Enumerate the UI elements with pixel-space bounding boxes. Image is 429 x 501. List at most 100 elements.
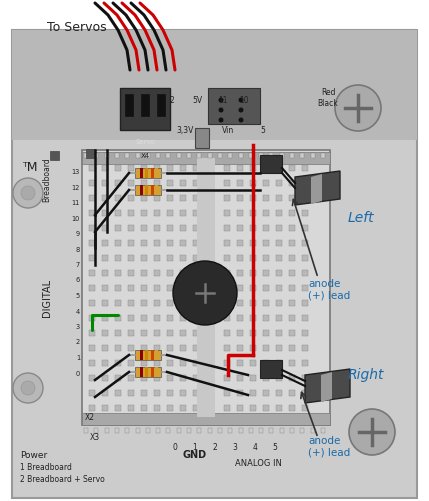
Bar (128, 375, 134, 381)
Circle shape (13, 373, 43, 403)
Bar (276, 165, 282, 171)
Circle shape (349, 409, 395, 455)
Bar (86, 149, 95, 158)
Bar (237, 345, 243, 351)
Bar (102, 195, 108, 201)
Bar (237, 285, 243, 291)
Bar (89, 240, 95, 246)
Bar (167, 345, 173, 351)
Bar (89, 270, 95, 276)
Bar (206, 345, 212, 351)
Bar (115, 428, 119, 433)
Bar (180, 180, 186, 186)
Bar (276, 390, 282, 396)
Bar (250, 195, 256, 201)
Bar (89, 345, 95, 351)
Bar (195, 128, 209, 148)
Bar (302, 360, 308, 366)
Bar (193, 330, 199, 336)
Bar (263, 285, 269, 291)
Bar (136, 428, 139, 433)
Bar (237, 360, 243, 366)
Circle shape (218, 98, 224, 103)
Bar (263, 180, 269, 186)
Bar (280, 153, 284, 158)
Bar (128, 330, 134, 336)
Bar (167, 390, 173, 396)
Text: 2: 2 (76, 340, 80, 346)
Bar (128, 315, 134, 321)
Bar (224, 180, 230, 186)
Bar (102, 345, 108, 351)
Bar (82, 152, 330, 164)
Bar (263, 225, 269, 231)
Text: To Servos: To Servos (47, 21, 107, 34)
Bar (180, 255, 186, 261)
Bar (263, 405, 269, 411)
Bar (115, 180, 121, 186)
Bar (151, 350, 154, 360)
Bar (154, 180, 160, 186)
Bar (311, 153, 314, 158)
Bar (193, 360, 199, 366)
Bar (193, 375, 199, 381)
Bar (89, 195, 95, 201)
Bar (146, 428, 150, 433)
Bar (276, 285, 282, 291)
Bar (224, 240, 230, 246)
Bar (276, 270, 282, 276)
Bar (302, 210, 308, 216)
Bar (136, 153, 139, 158)
Bar (154, 405, 160, 411)
Bar (276, 360, 282, 366)
Bar (250, 330, 256, 336)
Bar (269, 153, 273, 158)
Bar (206, 405, 212, 411)
Bar (311, 428, 314, 433)
Bar (290, 153, 294, 158)
Bar (289, 165, 295, 171)
Bar (250, 345, 256, 351)
Bar (206, 270, 212, 276)
Bar (102, 285, 108, 291)
Text: Vin: Vin (222, 125, 234, 134)
Bar (193, 405, 199, 411)
Bar (115, 153, 119, 158)
Bar (154, 315, 160, 321)
Bar (224, 345, 230, 351)
Bar (145, 350, 148, 360)
Bar (105, 428, 109, 433)
Bar (289, 405, 295, 411)
Bar (145, 367, 148, 377)
Bar (237, 315, 243, 321)
Bar (102, 165, 108, 171)
Bar (237, 180, 243, 186)
Bar (84, 153, 88, 158)
Bar (276, 180, 282, 186)
Bar (263, 240, 269, 246)
Bar (187, 428, 191, 433)
Bar (102, 255, 108, 261)
Bar (166, 428, 170, 433)
Bar (263, 390, 269, 396)
Bar (154, 240, 160, 246)
Bar (141, 180, 147, 186)
Bar (167, 300, 173, 306)
Bar (276, 330, 282, 336)
Bar (302, 165, 308, 171)
Bar (224, 405, 230, 411)
Bar (140, 350, 143, 360)
Bar (250, 240, 256, 246)
Bar (239, 428, 242, 433)
Bar (180, 360, 186, 366)
Bar (156, 153, 160, 158)
Bar (89, 180, 95, 186)
Bar (167, 315, 173, 321)
Bar (206, 315, 212, 321)
Text: Power: Power (20, 450, 47, 459)
Bar (193, 180, 199, 186)
Bar (141, 300, 147, 306)
Bar (128, 405, 134, 411)
Bar (128, 270, 134, 276)
Bar (89, 315, 95, 321)
